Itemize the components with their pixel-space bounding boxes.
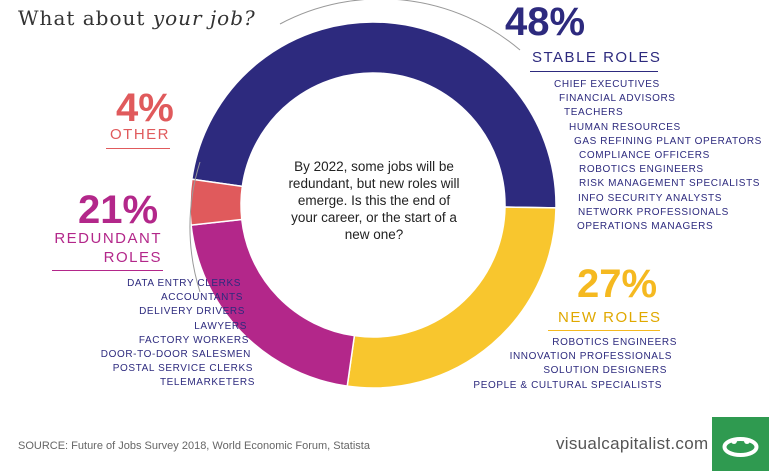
- brand-logo: [712, 417, 769, 471]
- stable-job-item: FINANCIAL ADVISORS: [559, 93, 676, 105]
- redundant-job-item: DATA ENTRY CLERKS: [127, 278, 241, 289]
- stable-job-item: RISK MANAGEMENT SPECIALISTS: [579, 178, 761, 190]
- other-percent: 4%: [116, 86, 174, 130]
- redundant-job-item: TELEMARKETERS: [159, 377, 255, 389]
- stable-job-item: GAS REFINING PLANT OPERATORS: [574, 135, 762, 147]
- stable-job-item: ROBOTICS ENGINEERS: [579, 164, 704, 176]
- new-job-item: PEOPLE & CULTURAL SPECIALISTS: [473, 379, 662, 391]
- stable-rule: [530, 71, 658, 72]
- brand-logo-icon: [722, 437, 759, 457]
- redundant-job-item: FACTORY WORKERS: [138, 334, 249, 346]
- stable-bracket: [279, 0, 521, 51]
- stable-job-item: INFO SECURITY ANALYSTS: [578, 192, 722, 204]
- other-label: OTHER: [110, 126, 170, 143]
- new-job-item: SOLUTION DESIGNERS: [543, 365, 667, 377]
- stable-job-item: CHIEF EXECUTIVES: [554, 79, 660, 90]
- slice-other: [189, 178, 244, 226]
- slice-stable-roles: [190, 21, 557, 209]
- stable-job-item: HUMAN RESOURCES: [569, 121, 681, 133]
- new-percent: 27%: [577, 262, 658, 306]
- stable-job-item: NETWORK PROFESSIONALS: [578, 206, 729, 218]
- source-note: SOURCE: Future of Jobs Survey 2018, Worl…: [18, 440, 370, 452]
- other-rule: [106, 148, 170, 149]
- stable-job-item: TEACHERS: [564, 107, 624, 119]
- redundant-rule: [52, 270, 163, 271]
- redundant-percent: 21%: [78, 188, 159, 232]
- stable-percent: 48%: [505, 0, 586, 44]
- redundant-job-item: ACCOUNTANTS: [161, 292, 243, 304]
- stable-jobs-list: CHIEF EXECUTIVES FINANCIAL ADVISORS TEACHE…: [554, 78, 762, 234]
- redundant-job-item: DELIVERY DRIVERS: [139, 306, 245, 318]
- new-rule: [548, 330, 660, 331]
- chart-title: What about your job?: [18, 6, 256, 30]
- new-job-item: INNOVATION PROFESSIONALS: [509, 351, 672, 363]
- stable-job-item: COMPLIANCE OFFICERS: [579, 150, 710, 162]
- redundant-bracket: [189, 161, 201, 293]
- redundant-jobs-list: DATA ENTRY CLERKS ACCOUNTANTS DELIVERY DRI…: [101, 277, 257, 391]
- redundant-job-item: LAWYERS: [194, 320, 247, 332]
- stable-job-item: OPERATIONS MANAGERS: [577, 221, 714, 233]
- redundant-job-item: POSTAL SERVICE CLERKS: [112, 363, 253, 375]
- brand-link[interactable]: visualcapitalist.com: [556, 434, 709, 453]
- redundant-job-item: DOOR-TO-DOOR SALESMEN: [100, 349, 251, 361]
- stable-label: STABLE ROLES: [532, 49, 662, 66]
- new-jobs-list: ROBOTICS ENGINEERS INNOVATION PROFESSIONA…: [473, 336, 677, 393]
- new-job-item: ROBOTICS ENGINEERS: [552, 337, 677, 348]
- center-question: By 2022, some jobs will be redundant, bu…: [288, 159, 460, 242]
- redundant-label: REDUNDANT ROLES: [54, 230, 162, 266]
- new-label: NEW ROLES: [558, 309, 662, 326]
